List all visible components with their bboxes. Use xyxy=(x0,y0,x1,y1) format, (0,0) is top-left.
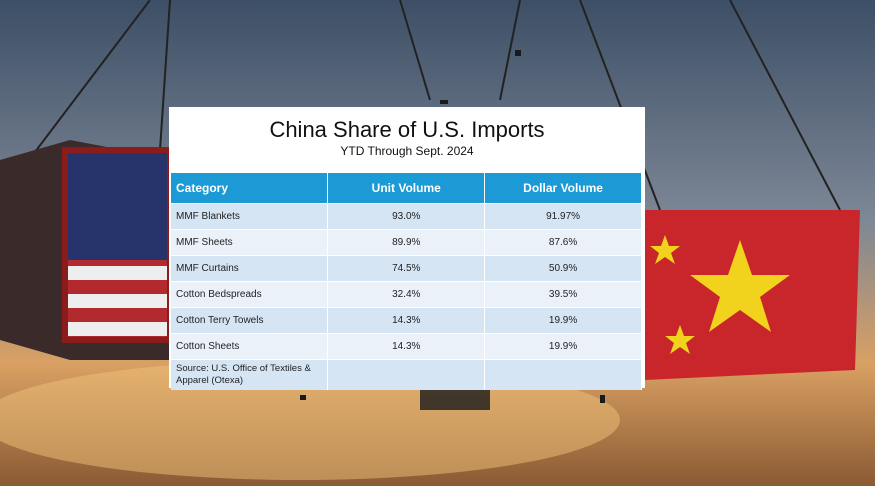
table-row: MMF Curtains 74.5% 50.9% xyxy=(171,255,642,282)
value-cell: 89.9% xyxy=(327,229,486,256)
value-cell: 50.9% xyxy=(484,255,642,282)
category-cell: MMF Blankets xyxy=(171,203,329,230)
data-table: Category Unit Volume Dollar Volume MMF Bla… xyxy=(171,173,642,390)
value-cell: 91.97% xyxy=(484,203,642,230)
column-header: Category xyxy=(171,173,329,204)
category-cell: Cotton Terry Towels xyxy=(171,307,329,334)
empty-cell xyxy=(484,359,642,390)
value-cell: 93.0% xyxy=(327,203,486,230)
source-note: Source: U.S. Office of Textiles & Appare… xyxy=(171,359,329,390)
value-cell: 19.9% xyxy=(484,307,642,334)
value-cell: 32.4% xyxy=(327,281,486,308)
empty-cell xyxy=(327,359,486,390)
table-row: Cotton Terry Towels 14.3% 19.9% xyxy=(171,307,642,334)
table-row: Cotton Sheets 14.3% 19.9% xyxy=(171,333,642,360)
subtitle: YTD Through Sept. 2024 xyxy=(340,144,474,158)
value-cell: 39.5% xyxy=(484,281,642,308)
table-row: MMF Blankets 93.0% 91.97% xyxy=(171,203,642,230)
value-cell: 87.6% xyxy=(484,229,642,256)
title: China Share of U.S. Imports xyxy=(269,117,545,142)
category-cell: MMF Sheets xyxy=(171,229,329,256)
china-container xyxy=(645,210,860,380)
table-body: MMF Blankets 93.0% 91.97% MMF Sheets 89.9% 87… xyxy=(171,203,642,390)
debris xyxy=(300,50,605,410)
column-header: Unit Volume xyxy=(327,173,486,204)
value-cell: 19.9% xyxy=(484,333,642,360)
table-row: MMF Sheets 89.9% 87.6% xyxy=(171,229,642,256)
category-cell: Cotton Bedspreads xyxy=(171,281,329,308)
table-row: Cotton Bedspreads 32.4% 39.5% xyxy=(171,281,642,308)
header-row: Category Unit Volume Dollar Volume xyxy=(171,173,642,204)
category-cell: MMF Curtains xyxy=(171,255,329,282)
value-cell: 74.5% xyxy=(327,255,486,282)
value-cell: 14.3% xyxy=(327,307,486,334)
table-card: China Share of U.S. Imports YTD Through … xyxy=(169,107,645,390)
category-cell: Cotton Sheets xyxy=(171,333,329,360)
column-header: Dollar Volume xyxy=(484,173,642,204)
value-cell: 14.3% xyxy=(327,333,486,360)
us-container xyxy=(0,140,175,360)
source-row: Source: U.S. Office of Textiles & Appare… xyxy=(171,359,642,390)
